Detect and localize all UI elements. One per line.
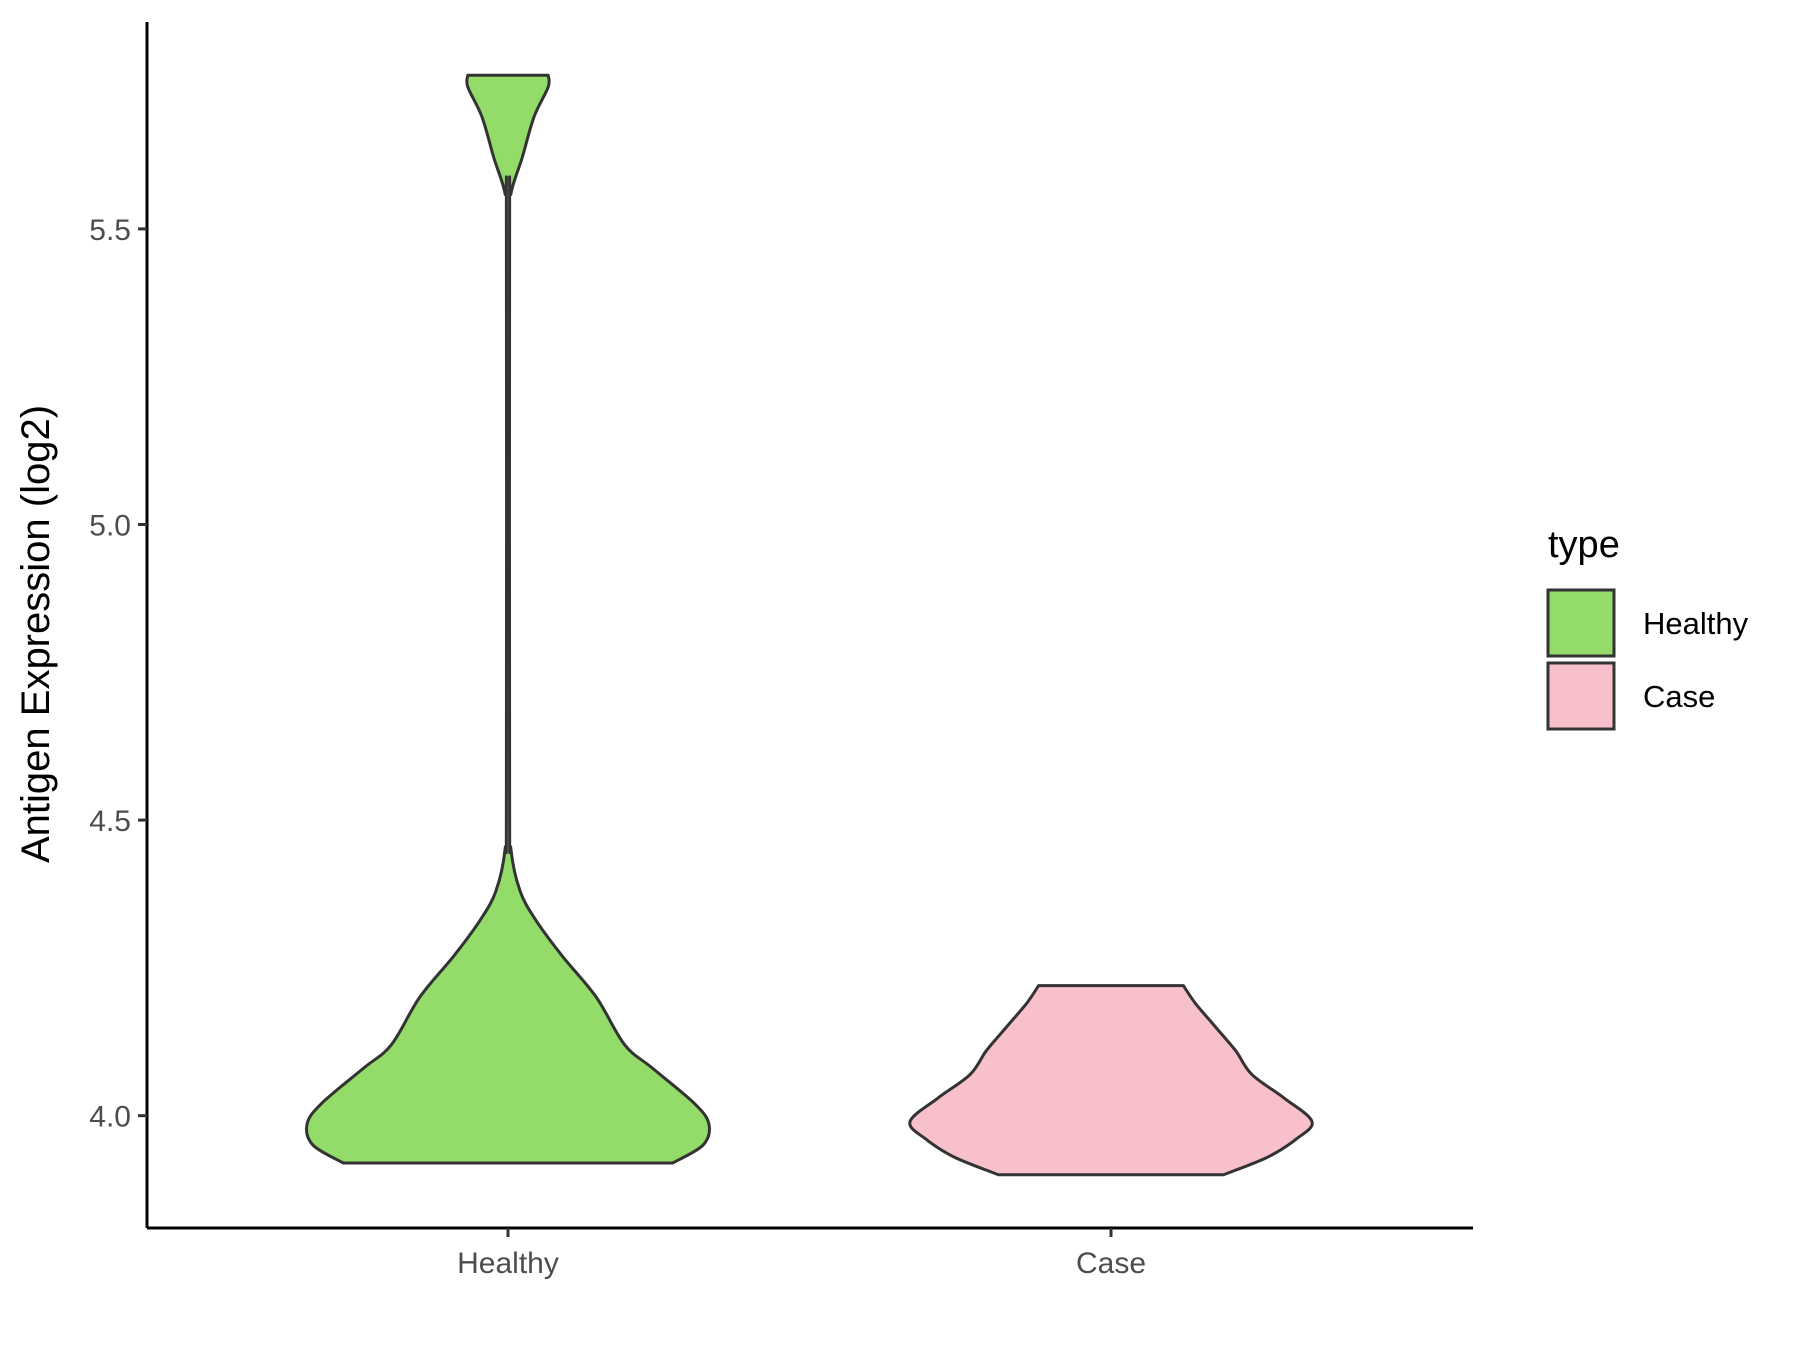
legend-label-healthy: Healthy <box>1643 606 1749 641</box>
x-tick-label-healthy: Healthy <box>457 1247 559 1280</box>
y-axis-title: Antigen Expression (log2) <box>14 405 58 863</box>
axes <box>145 22 1473 1230</box>
violin-layer <box>305 73 1314 1177</box>
y-axis-ticks: 4.0 4.5 5.0 5.5 <box>89 214 147 1134</box>
y-tick-label: 4.0 <box>89 1101 131 1134</box>
y-tick-label: 4.5 <box>89 805 131 838</box>
y-tick-label: 5.5 <box>89 214 131 247</box>
legend-swatch-healthy <box>1546 588 1616 658</box>
violin-healthy <box>305 73 711 1165</box>
legend: type Healthy Case <box>1546 524 1749 731</box>
x-axis-ticks: Healthy Case <box>457 1228 1146 1280</box>
legend-entries: Healthy Case <box>1546 588 1749 731</box>
x-tick-label-case: Case <box>1076 1247 1146 1280</box>
legend-swatch-case <box>1546 661 1616 731</box>
legend-label-case: Case <box>1643 679 1715 714</box>
violin-case <box>908 984 1314 1177</box>
y-tick-label: 5.0 <box>89 510 131 543</box>
legend-title: type <box>1548 524 1620 566</box>
